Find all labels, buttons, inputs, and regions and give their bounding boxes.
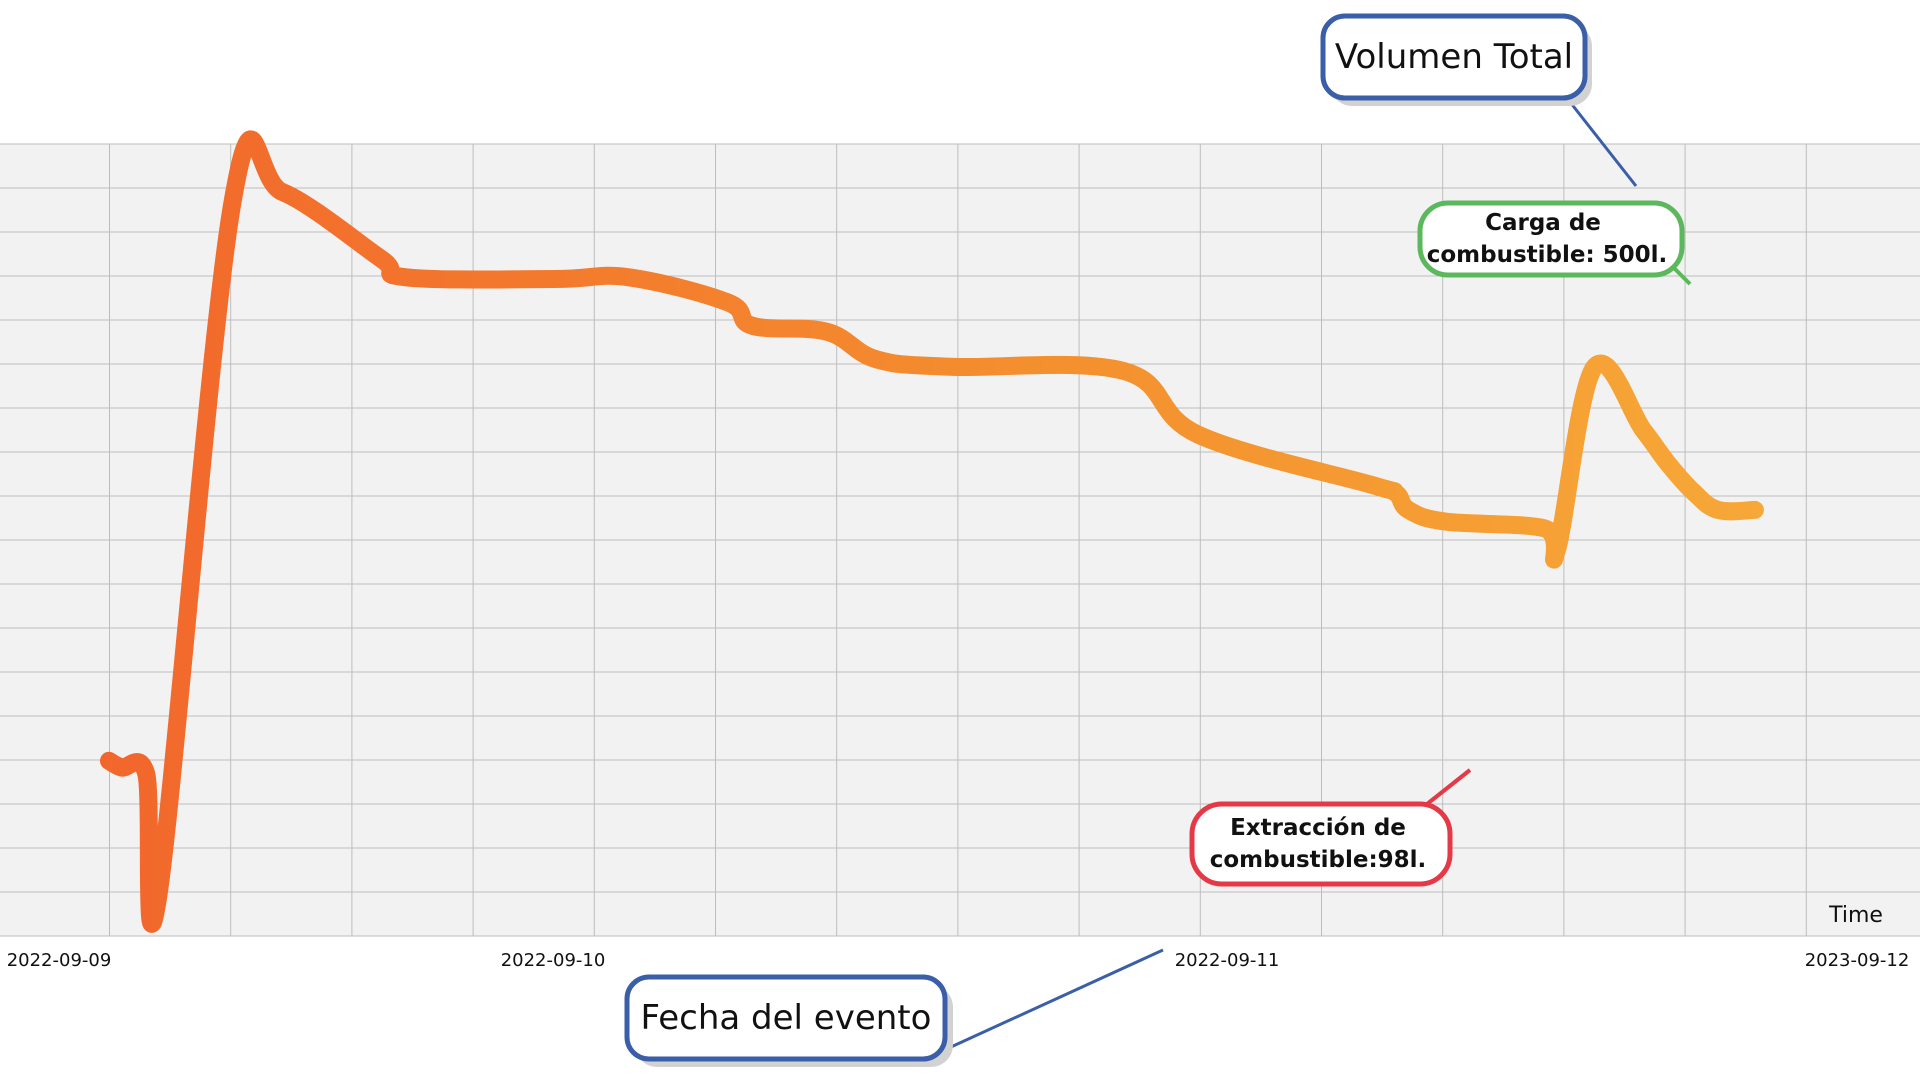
callout-label: combustible: 500l. [1427,242,1668,268]
callout-label: Volumen Total [1335,37,1573,77]
callout-connector [1568,101,1638,187]
callout-box [1320,13,1588,101]
x-axis-tick-labels: 2022-09-09 2022-09-10 2022-09-11 2023-09… [7,950,1910,971]
callout-connector [939,948,1164,1054]
callout-box [1189,801,1453,887]
callout-label: Carga de [1485,210,1601,236]
x-tick-label: 2023-09-12 [1805,950,1910,971]
x-tick-label: 2022-09-11 [1175,950,1280,971]
x-axis-title: Time [1828,903,1883,928]
callout-box [624,974,948,1062]
callout-label: Fecha del evento [641,998,932,1038]
x-tick-label: 2022-09-09 [7,950,112,971]
refuel-callout: Carga de combustible: 500l. [1417,200,1692,286]
callout-label: Extracción de [1230,815,1406,841]
callout-label: combustible:98l. [1210,847,1427,873]
x-axis-callout: Fecha del evento [624,948,1164,1067]
y-axis-callout: Volumen Total [1320,13,1638,187]
fuel-volume-series-line [100,130,1764,933]
x-tick-label: 2022-09-10 [501,950,606,971]
extraction-callout: Extracción de combustible:98l. [1189,768,1472,887]
callout-connector [1420,768,1472,810]
callout-box [1417,200,1685,278]
